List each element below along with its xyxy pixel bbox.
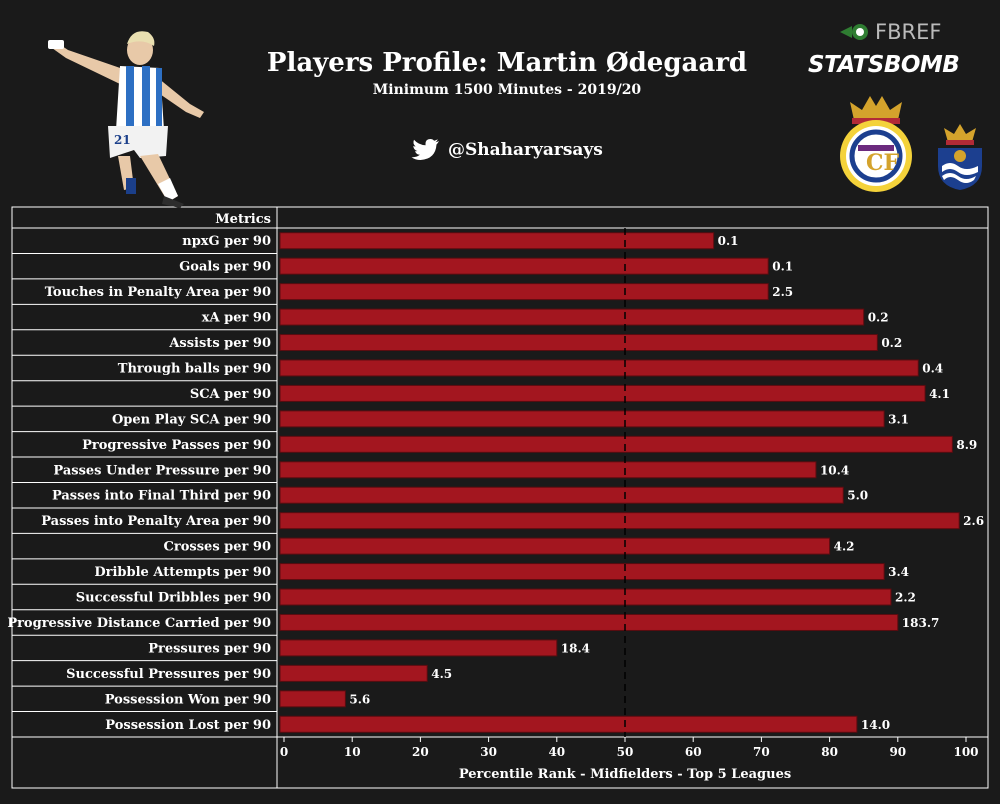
statsbomb-logo: STATSBOMB bbox=[808, 52, 960, 78]
x-tick-label: 10 bbox=[344, 745, 361, 759]
data-label: 3.1 bbox=[888, 412, 909, 426]
metric-label: Progressive Distance Carried per 90 bbox=[7, 616, 271, 631]
real-sociedad-crest bbox=[938, 124, 982, 190]
data-label: 2.2 bbox=[895, 591, 916, 605]
x-tick-label: 80 bbox=[821, 745, 838, 759]
bar bbox=[279, 334, 878, 352]
bar bbox=[279, 690, 346, 708]
data-label: 14.0 bbox=[861, 718, 890, 732]
metric-label: Crosses per 90 bbox=[164, 540, 271, 555]
bar bbox=[279, 461, 817, 479]
metric-label: Successful Dribbles per 90 bbox=[76, 591, 271, 606]
metric-label: Dribble Attempts per 90 bbox=[94, 565, 271, 580]
data-label: 8.9 bbox=[956, 438, 977, 452]
x-tick-label: 20 bbox=[412, 745, 429, 759]
metrics-column-header: Metrics bbox=[215, 212, 271, 227]
data-label: 3.4 bbox=[888, 565, 909, 579]
svg-text:21: 21 bbox=[114, 133, 131, 147]
metric-label: Successful Pressures per 90 bbox=[66, 667, 271, 682]
bar bbox=[279, 563, 885, 581]
data-label: 5.6 bbox=[349, 692, 370, 706]
x-tick-label: 60 bbox=[685, 745, 702, 759]
bar bbox=[279, 512, 960, 530]
data-label: 2.5 bbox=[772, 285, 793, 299]
bar bbox=[279, 232, 715, 250]
bar bbox=[279, 613, 899, 631]
twitter-handle-text: @Shaharyarsays bbox=[448, 140, 603, 160]
data-label: 0.4 bbox=[922, 361, 943, 375]
bar bbox=[279, 588, 892, 606]
metric-label: Open Play SCA per 90 bbox=[112, 412, 271, 427]
x-tick-label: 90 bbox=[889, 745, 906, 759]
metric-label: Passes into Final Third per 90 bbox=[52, 489, 271, 504]
data-label: 5.0 bbox=[847, 489, 868, 503]
bar bbox=[279, 435, 953, 453]
bar bbox=[279, 384, 926, 402]
metric-label: SCA per 90 bbox=[190, 387, 271, 402]
data-label: 0.2 bbox=[881, 336, 902, 350]
player-photo: 21 bbox=[48, 31, 204, 208]
metric-label: Assists per 90 bbox=[168, 336, 271, 351]
page-title: Players Profile: Martin Ødegaard bbox=[266, 48, 748, 78]
data-label: 4.5 bbox=[431, 667, 452, 681]
metric-label: Pressures per 90 bbox=[148, 641, 271, 656]
data-label: 0.1 bbox=[772, 260, 793, 274]
metric-label: Touches in Penalty Area per 90 bbox=[45, 285, 271, 300]
metric-label: Progressive Passes per 90 bbox=[82, 438, 271, 453]
data-label: 18.4 bbox=[561, 641, 590, 655]
bar bbox=[279, 359, 919, 377]
real-madrid-crest: CF bbox=[840, 96, 912, 192]
data-label: 4.1 bbox=[929, 387, 950, 401]
x-tick-label: 70 bbox=[753, 745, 770, 759]
x-tick-label: 40 bbox=[548, 745, 565, 759]
chart-frame bbox=[11, 206, 989, 789]
data-label: 10.4 bbox=[820, 463, 849, 477]
svg-text:CF: CF bbox=[866, 150, 900, 176]
bar bbox=[279, 257, 769, 275]
bar bbox=[279, 715, 858, 733]
data-label: 4.2 bbox=[834, 540, 855, 554]
x-axis-label: Percentile Rank - Midfielders - Top 5 Le… bbox=[459, 767, 791, 782]
fbref-logo: FBREF bbox=[838, 20, 941, 44]
metric-label: Possession Won per 90 bbox=[105, 692, 271, 707]
metric-label: Possession Lost per 90 bbox=[105, 718, 271, 733]
bar bbox=[279, 283, 769, 301]
metric-label: Passes Under Pressure per 90 bbox=[53, 463, 271, 478]
page-subtitle: Minimum 1500 Minutes - 2019/20 bbox=[372, 82, 642, 98]
data-label: 2.6 bbox=[963, 514, 984, 528]
bar bbox=[279, 639, 558, 657]
x-tick-label: 0 bbox=[280, 745, 288, 759]
data-label: 0.1 bbox=[718, 234, 739, 248]
metric-label: Goals per 90 bbox=[179, 260, 271, 275]
bar bbox=[279, 308, 865, 326]
x-tick-label: 50 bbox=[617, 745, 634, 759]
x-tick-label: 100 bbox=[953, 745, 978, 759]
metric-label: Passes into Penalty Area per 90 bbox=[41, 514, 271, 529]
twitter-handle[interactable]: @Shaharyarsays bbox=[410, 138, 603, 162]
bar bbox=[279, 664, 428, 682]
metric-label: xA per 90 bbox=[202, 311, 271, 326]
fbref-ball-icon bbox=[840, 24, 868, 40]
x-tick-label: 30 bbox=[480, 745, 497, 759]
bar bbox=[279, 410, 885, 428]
metric-label: Through balls per 90 bbox=[118, 361, 271, 376]
data-label: 183.7 bbox=[902, 616, 940, 630]
data-label: 0.2 bbox=[868, 311, 889, 325]
bar bbox=[279, 537, 831, 555]
bar bbox=[279, 486, 844, 504]
twitter-bird-icon bbox=[411, 139, 439, 160]
metric-label: npxG per 90 bbox=[182, 234, 271, 249]
